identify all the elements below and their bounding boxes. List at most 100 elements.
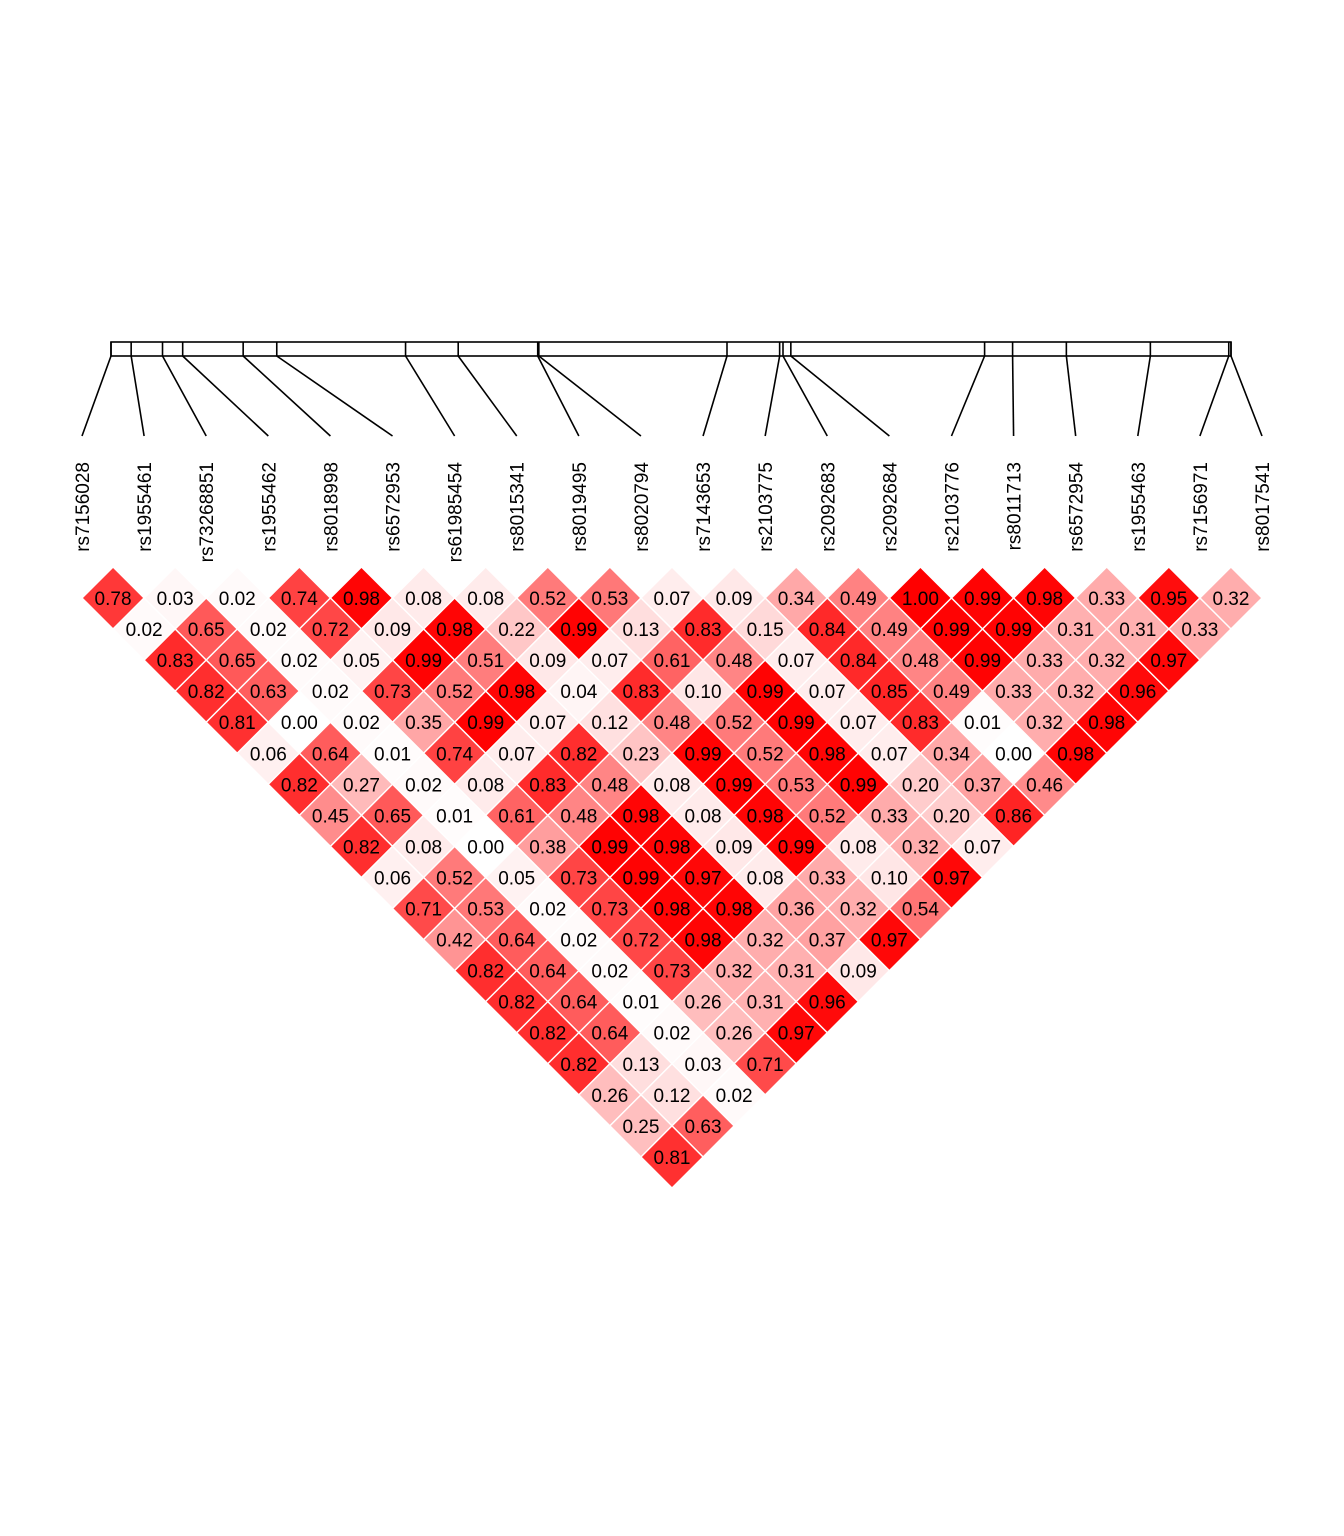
ld-value-label: 0.32 (902, 837, 939, 858)
ld-value-label: 0.07 (529, 713, 566, 734)
ld-value-label: 0.72 (622, 931, 659, 952)
ld-value-label: 0.07 (591, 651, 628, 672)
ld-value-label: 0.82 (343, 837, 380, 858)
ld-value-label: 0.64 (312, 744, 349, 765)
snp-label: rs6572954 (1067, 462, 1088, 552)
ld-value-label: 0.63 (250, 682, 287, 703)
ld-value-label: 0.96 (809, 993, 846, 1014)
ld-value-label: 0.02 (529, 900, 566, 921)
ld-value-label: 0.00 (995, 744, 1032, 765)
ld-value-label: 0.98 (716, 900, 753, 921)
snp-label: rs8011713 (1005, 462, 1026, 550)
ld-value-label: 0.22 (498, 620, 535, 641)
ld-value-label: 0.32 (840, 900, 877, 921)
ld-value-label: 0.97 (1150, 651, 1187, 672)
ld-value-label: 0.08 (747, 868, 784, 889)
ld-value-label: 0.78 (95, 589, 132, 610)
ld-value-label: 0.64 (591, 1024, 628, 1045)
ld-value-label: 0.73 (654, 962, 691, 983)
snp-label: rs8015341 (508, 462, 529, 552)
snp-label: rs6572953 (384, 462, 405, 552)
ld-value-label: 0.09 (529, 651, 566, 672)
ld-value-label: 0.02 (405, 775, 442, 796)
ld-value-label: 0.83 (157, 651, 194, 672)
ld-value-label: 0.49 (933, 682, 970, 703)
ld-value-label: 0.05 (498, 868, 535, 889)
ld-value-label: 0.82 (467, 962, 504, 983)
ld-value-label: 0.84 (809, 620, 846, 641)
snp-label: rs7156971 (1191, 462, 1212, 552)
ld-value-label: 0.98 (747, 806, 784, 827)
ld-value-label: 0.99 (560, 620, 597, 641)
map-connector (277, 356, 393, 436)
ld-value-label: 0.02 (343, 713, 380, 734)
map-bar (111, 342, 1231, 356)
ld-value-label: 0.33 (809, 868, 846, 889)
ld-value-label: 0.95 (1150, 589, 1187, 610)
snp-label: rs7156028 (73, 462, 94, 552)
ld-value-label: 0.01 (374, 744, 411, 765)
map-connector (406, 356, 455, 436)
ld-value-label: 0.33 (1026, 651, 1063, 672)
ld-value-label: 0.20 (902, 775, 939, 796)
map-connector (1066, 356, 1075, 436)
ld-value-label: 0.02 (281, 651, 318, 672)
ld-value-label: 0.99 (964, 589, 1001, 610)
ld-value-label: 0.08 (405, 837, 442, 858)
map-connector (82, 356, 111, 436)
ld-value-label: 0.52 (716, 713, 753, 734)
snp-label: rs2092684 (880, 462, 901, 552)
snp-label: rs7143653 (694, 462, 715, 552)
ld-value-label: 0.35 (405, 713, 442, 734)
ld-value-label: 0.82 (498, 993, 535, 1014)
ld-value-label: 0.02 (716, 1086, 753, 1107)
ld-value-label: 0.82 (281, 775, 318, 796)
ld-value-label: 0.31 (747, 993, 784, 1014)
snp-label: rs8018998 (321, 462, 342, 552)
ld-value-label: 0.12 (591, 713, 628, 734)
ld-value-label: 0.84 (840, 651, 877, 672)
ld-value-label: 0.07 (498, 744, 535, 765)
ld-value-label: 0.82 (560, 1055, 597, 1076)
ld-value-label: 0.71 (405, 900, 442, 921)
ld-value-label: 0.06 (374, 868, 411, 889)
ld-value-label: 0.02 (250, 620, 287, 641)
ld-value-label: 0.98 (809, 744, 846, 765)
snp-label: rs8017541 (1253, 462, 1274, 552)
map-connector (765, 356, 779, 436)
ld-value-label: 0.07 (654, 589, 691, 610)
snp-position-map (82, 342, 1262, 436)
ld-value-label: 0.20 (933, 806, 970, 827)
snp-label: rs2103775 (756, 462, 777, 552)
ld-value-label: 0.27 (343, 775, 380, 796)
snp-label: rs1955463 (1129, 462, 1150, 552)
map-connector (131, 356, 144, 436)
ld-value-label: 0.52 (529, 589, 566, 610)
ld-value-label: 0.61 (654, 651, 691, 672)
ld-value-label: 0.53 (467, 900, 504, 921)
ld-value-label: 0.52 (809, 806, 846, 827)
ld-value-label: 0.82 (529, 1024, 566, 1045)
ld-value-label: 0.07 (871, 744, 908, 765)
ld-value-label: 0.33 (1181, 620, 1218, 641)
ld-value-label: 0.33 (1088, 589, 1125, 610)
ld-value-label: 0.74 (281, 589, 318, 610)
ld-value-label: 0.36 (778, 900, 815, 921)
ld-value-label: 0.72 (312, 620, 349, 641)
ld-value-label: 0.52 (747, 744, 784, 765)
snp-label: rs8019495 (570, 462, 591, 552)
ld-value-label: 0.04 (560, 682, 597, 703)
ld-value-label: 0.00 (281, 713, 318, 734)
ld-value-label: 0.08 (685, 806, 722, 827)
ld-value-label: 0.99 (685, 744, 722, 765)
ld-value-label: 0.53 (591, 589, 628, 610)
ld-value-label: 0.98 (1088, 713, 1125, 734)
ld-value-label: 0.98 (654, 837, 691, 858)
ld-value-label: 0.00 (467, 837, 504, 858)
ld-value-label: 0.05 (343, 651, 380, 672)
ld-value-label: 0.99 (964, 651, 1001, 672)
ld-value-label: 0.31 (1119, 620, 1156, 641)
ld-value-label: 0.83 (622, 682, 659, 703)
ld-value-label: 0.98 (1026, 589, 1063, 610)
